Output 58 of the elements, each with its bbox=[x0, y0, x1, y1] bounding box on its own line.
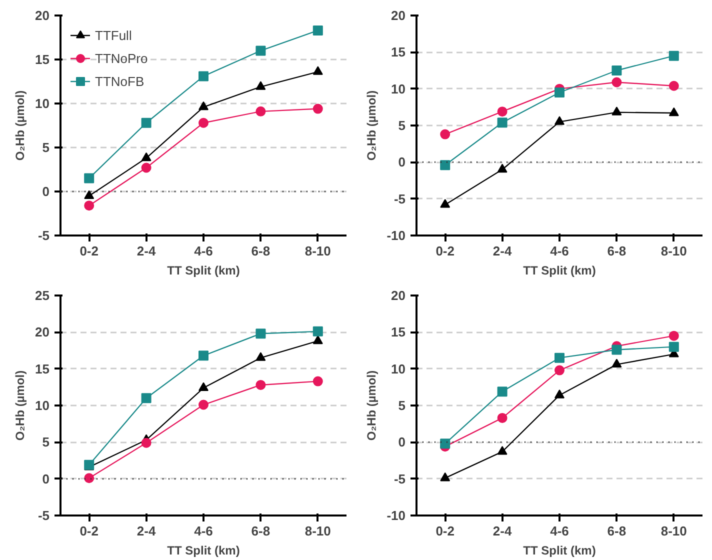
x-tick-label: 0-2 bbox=[436, 244, 454, 258]
y-tick-label: 15 bbox=[391, 324, 406, 340]
x-tick-label: 8-10 bbox=[660, 244, 687, 258]
y-tick-label: 0 bbox=[42, 471, 50, 486]
legend-label: TTNoFB bbox=[95, 74, 144, 88]
y-tick-label: -10 bbox=[386, 228, 406, 243]
y-tick-label: 15 bbox=[35, 361, 50, 376]
legend-label: TTNoPro bbox=[95, 50, 148, 66]
y-tick-label: -5 bbox=[394, 471, 406, 486]
x-tick-label: 8-10 bbox=[304, 244, 331, 258]
y-tick-label: 5 bbox=[398, 118, 406, 133]
y-tick-label: -5 bbox=[394, 191, 406, 206]
x-tick-label: 2-4 bbox=[136, 244, 156, 258]
y-tick-label: 10 bbox=[391, 81, 406, 96]
x-tick-label: 8-10 bbox=[660, 524, 687, 538]
x-tick-label: 4-6 bbox=[550, 244, 569, 258]
y-tick-label: 0 bbox=[42, 184, 50, 199]
x-tick-label: 6-8 bbox=[607, 244, 626, 258]
x-tick-label: 2-4 bbox=[136, 524, 156, 538]
x-axis-title: TT Split (km) bbox=[523, 264, 596, 278]
y-tick-label: 5 bbox=[398, 398, 406, 413]
y-tick-label: -10 bbox=[386, 508, 406, 523]
x-axis-title: TT Split (km) bbox=[167, 544, 240, 558]
x-axis-title: TT Split (km) bbox=[167, 264, 240, 278]
x-tick-label: 4-6 bbox=[550, 524, 569, 538]
y-tick-label: 20 bbox=[391, 288, 406, 303]
x-tick-label: 2-4 bbox=[492, 524, 512, 538]
x-tick-label: 6-8 bbox=[251, 244, 270, 258]
y-tick-label: 10 bbox=[35, 96, 50, 111]
x-tick-label: 0-2 bbox=[436, 524, 454, 538]
y-tick-label: 10 bbox=[35, 398, 50, 413]
x-tick-label: 4-6 bbox=[194, 244, 213, 258]
y-axis-title: O₂Hb (µmol) bbox=[364, 370, 379, 441]
y-tick-label: 20 bbox=[391, 8, 406, 23]
x-tick-label: 0-2 bbox=[80, 524, 98, 538]
y-axis-title: O₂Hb (µmol) bbox=[13, 370, 28, 441]
y-tick-label: -5 bbox=[38, 228, 50, 243]
x-tick-label: 4-6 bbox=[194, 524, 213, 538]
y-tick-label: 5 bbox=[42, 140, 50, 155]
y-tick-label: 25 bbox=[35, 288, 50, 303]
y-tick-label: 20 bbox=[35, 324, 50, 340]
legend-label: TTFull bbox=[95, 28, 132, 42]
y-tick-label: 20 bbox=[35, 8, 50, 23]
y-axis-title: O₂Hb (µmol) bbox=[364, 90, 379, 161]
y-tick-label: -5 bbox=[38, 508, 50, 523]
y-tick-label: 15 bbox=[391, 44, 406, 60]
y-tick-label: 10 bbox=[391, 361, 406, 376]
x-tick-label: 6-8 bbox=[607, 524, 626, 538]
x-tick-label: 2-4 bbox=[492, 244, 512, 258]
x-tick-label: 8-10 bbox=[304, 524, 331, 538]
y-tick-label: 0 bbox=[398, 434, 406, 450]
y-tick-label: 5 bbox=[42, 434, 50, 450]
y-tick-label: 0 bbox=[398, 154, 406, 170]
x-tick-label: 0-2 bbox=[80, 244, 98, 258]
y-tick-label: 15 bbox=[35, 52, 50, 67]
x-axis-title: TT Split (km) bbox=[523, 544, 596, 558]
x-tick-label: 6-8 bbox=[251, 524, 270, 538]
y-axis-title: O₂Hb (µmol) bbox=[13, 90, 28, 161]
